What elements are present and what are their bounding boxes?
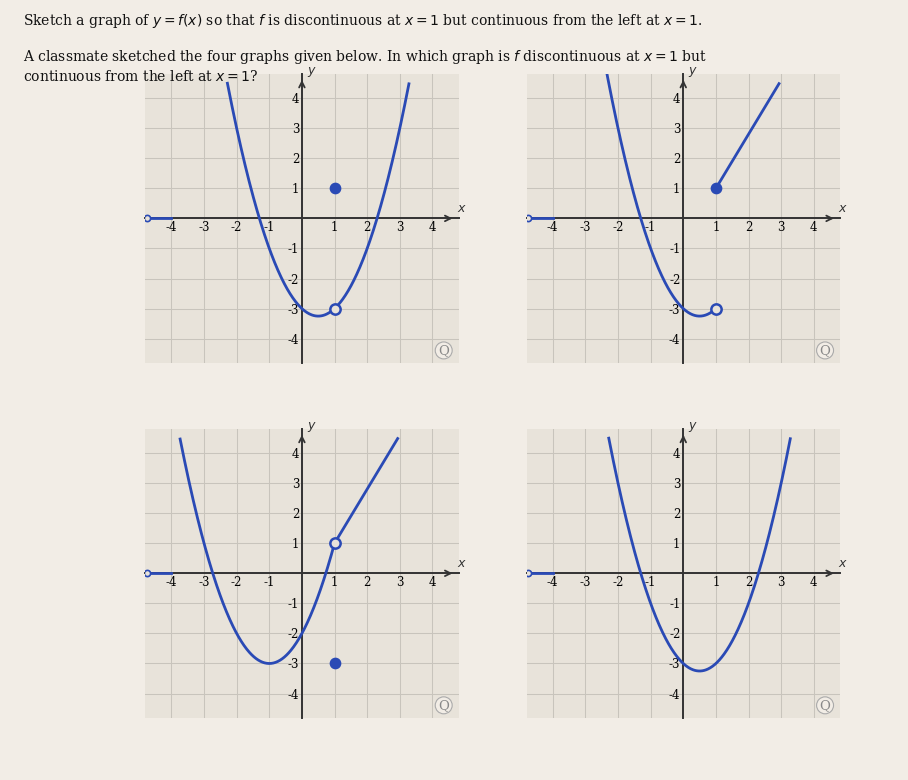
Point: [327, 658, 341, 670]
Text: A classmate sketched the four graphs given below. In which graph is $f$ disconti: A classmate sketched the four graphs giv…: [23, 48, 706, 83]
Text: Sketch a graph of $y = f(x)$ so that $f$ is discontinuous at $x = 1$ but continu: Sketch a graph of $y = f(x)$ so that $f$…: [23, 12, 702, 30]
Text: $y$: $y$: [688, 65, 698, 79]
Text: Q: Q: [439, 344, 449, 357]
Text: $y$: $y$: [307, 65, 317, 79]
Text: Q: Q: [820, 344, 831, 357]
Text: $x$: $x$: [838, 202, 848, 215]
Text: $x$: $x$: [838, 557, 848, 569]
Point: [327, 537, 341, 549]
Text: Q: Q: [820, 699, 831, 712]
Point: [140, 567, 154, 580]
Text: $y$: $y$: [307, 420, 317, 434]
Text: Q: Q: [439, 699, 449, 712]
Point: [521, 567, 536, 580]
Point: [521, 212, 536, 225]
Text: $y$: $y$: [688, 420, 698, 434]
Point: [327, 182, 341, 194]
Point: [327, 303, 341, 315]
Point: [140, 212, 154, 225]
Point: [708, 303, 723, 315]
Text: $x$: $x$: [457, 202, 467, 215]
Point: [708, 182, 723, 194]
Text: $x$: $x$: [457, 557, 467, 569]
